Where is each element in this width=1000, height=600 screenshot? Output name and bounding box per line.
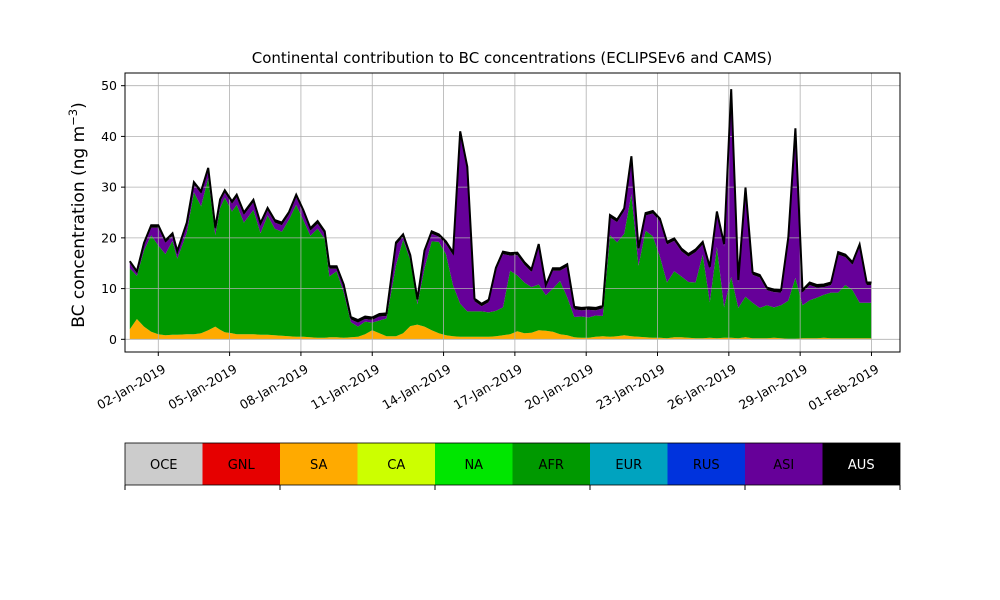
legend-label-ca: CA (387, 458, 405, 473)
y-tick-label: 30 (101, 180, 117, 195)
grid-lines (125, 73, 900, 352)
legend-swatch-aus (822, 443, 900, 485)
legend-swatch-asi (745, 443, 823, 485)
y-tick-label: 50 (101, 78, 117, 93)
plot-frame (124, 72, 901, 353)
y-tick-label: 10 (101, 281, 117, 296)
y-axis-label-main: BC concentration (ng m (69, 126, 89, 328)
legend-swatch-eur (590, 443, 668, 485)
legend-label-afr: AFR (539, 458, 564, 473)
legend-label-rus: RUS (693, 458, 720, 473)
legend-swatch-gnl (202, 443, 280, 485)
y-tick-label: 40 (101, 129, 117, 144)
y-tick-label: 0 (109, 332, 117, 347)
y-tick-label: 20 (101, 230, 117, 245)
y-axis: 0 10 20 30 40 50 (101, 78, 125, 347)
x-tick-label: 11-Jan-2019 (308, 361, 382, 412)
y-axis-label: BC concentration (ng m−3) (66, 102, 89, 328)
legend-label-sa: SA (310, 458, 327, 473)
area-sa (129, 319, 872, 340)
legend-swatch-ca (357, 443, 435, 485)
legend-label-eur: EUR (615, 458, 642, 473)
legend-label-oce: OCE (150, 458, 178, 473)
x-tick-label: 08-Jan-2019 (237, 361, 311, 412)
area-afr (129, 178, 872, 339)
total-line (128, 89, 872, 322)
x-tick-label: 23-Jan-2019 (593, 361, 667, 412)
chart-title: Continental contribution to BC concentra… (252, 49, 773, 67)
legend-colorbar: OCE GNL SA CA NA AFR EUR RUS ASI AUS (124, 442, 901, 490)
legend-swatch-rus (667, 443, 745, 485)
legend-frame (124, 442, 901, 486)
x-tick-label: 14-Jan-2019 (380, 361, 454, 412)
legend-swatch-oce (125, 443, 203, 485)
x-tick-label: 17-Jan-2019 (451, 361, 525, 412)
x-axis: 02-Jan-201905-Jan-201908-Jan-201911-Jan-… (94, 352, 881, 414)
x-tick-label: 20-Jan-2019 (522, 361, 596, 412)
x-tick-label: 26-Jan-2019 (665, 361, 739, 412)
legend-label-asi: ASI (773, 458, 794, 473)
x-tick-label: 05-Jan-2019 (166, 361, 240, 412)
x-tick-label: 29-Jan-2019 (736, 361, 810, 412)
area-asi (129, 91, 872, 327)
legend-swatch-afr (512, 443, 590, 485)
legend-label-gnl: GNL (228, 458, 256, 473)
legend-swatch-sa (280, 443, 358, 485)
y-axis-label-superscript: −3 (66, 109, 80, 126)
legend-label-na: NA (464, 458, 483, 473)
plot-area (124, 72, 901, 353)
x-tick-label: 01-Feb-2019 (806, 361, 882, 413)
legend-label-aus: AUS (848, 458, 875, 473)
legend-swatch-na (435, 443, 513, 485)
stacked-areas (129, 89, 872, 340)
y-axis-label-close: ) (69, 102, 89, 109)
x-tick-label: 02-Jan-2019 (94, 361, 168, 412)
